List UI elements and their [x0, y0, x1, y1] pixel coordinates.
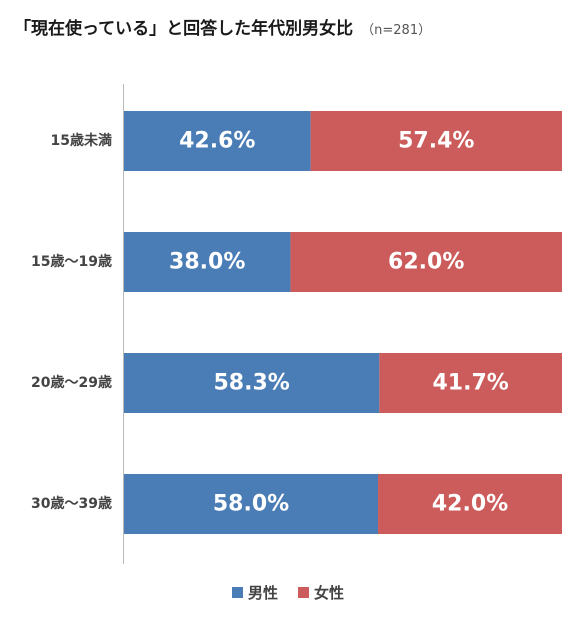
bar-segment-male: [124, 474, 379, 534]
legend-swatch-male: [231, 587, 243, 598]
bar-segment-female: [379, 353, 562, 413]
legend-swatch-female: [298, 587, 309, 598]
data-label-female: 42.0%: [432, 492, 508, 517]
data-label-male: 58.3%: [214, 371, 290, 396]
data-label-female: 57.4%: [398, 129, 474, 154]
chart-legend: 男性 女性: [0, 582, 576, 603]
category-label: 20歳～29歳: [31, 374, 112, 391]
chart-title: 「現在使っている」と回答した年代別男女比: [14, 19, 354, 39]
data-label-female: 62.0%: [388, 250, 464, 275]
bar-segment-male: [124, 353, 380, 413]
category-label: 15歳未満: [51, 132, 112, 149]
data-label-male: 38.0%: [169, 250, 245, 275]
legend-item-male: 男性: [231, 582, 278, 603]
data-label-male: 42.6%: [179, 129, 255, 154]
bar-segment-female: [310, 111, 562, 171]
chart-subtitle: （n=281）: [361, 23, 432, 38]
data-label-male: 58.0%: [213, 492, 289, 517]
legend-label-female: 女性: [314, 584, 345, 602]
bar-segment-male: [124, 111, 311, 171]
data-label-female: 41.7%: [433, 371, 509, 396]
category-label: 15歳～19歳: [31, 253, 112, 270]
bar-segment-female: [378, 474, 562, 534]
legend-item-female: 女性: [298, 582, 344, 603]
bar-segment-male: [124, 232, 291, 292]
legend-label-male: 男性: [247, 584, 278, 602]
category-label: 30歳～39歳: [31, 495, 112, 512]
chart-title-row: 「現在使っている」と回答した年代別男女比 （n=281）: [14, 14, 431, 44]
bar-segment-female: [290, 232, 562, 292]
